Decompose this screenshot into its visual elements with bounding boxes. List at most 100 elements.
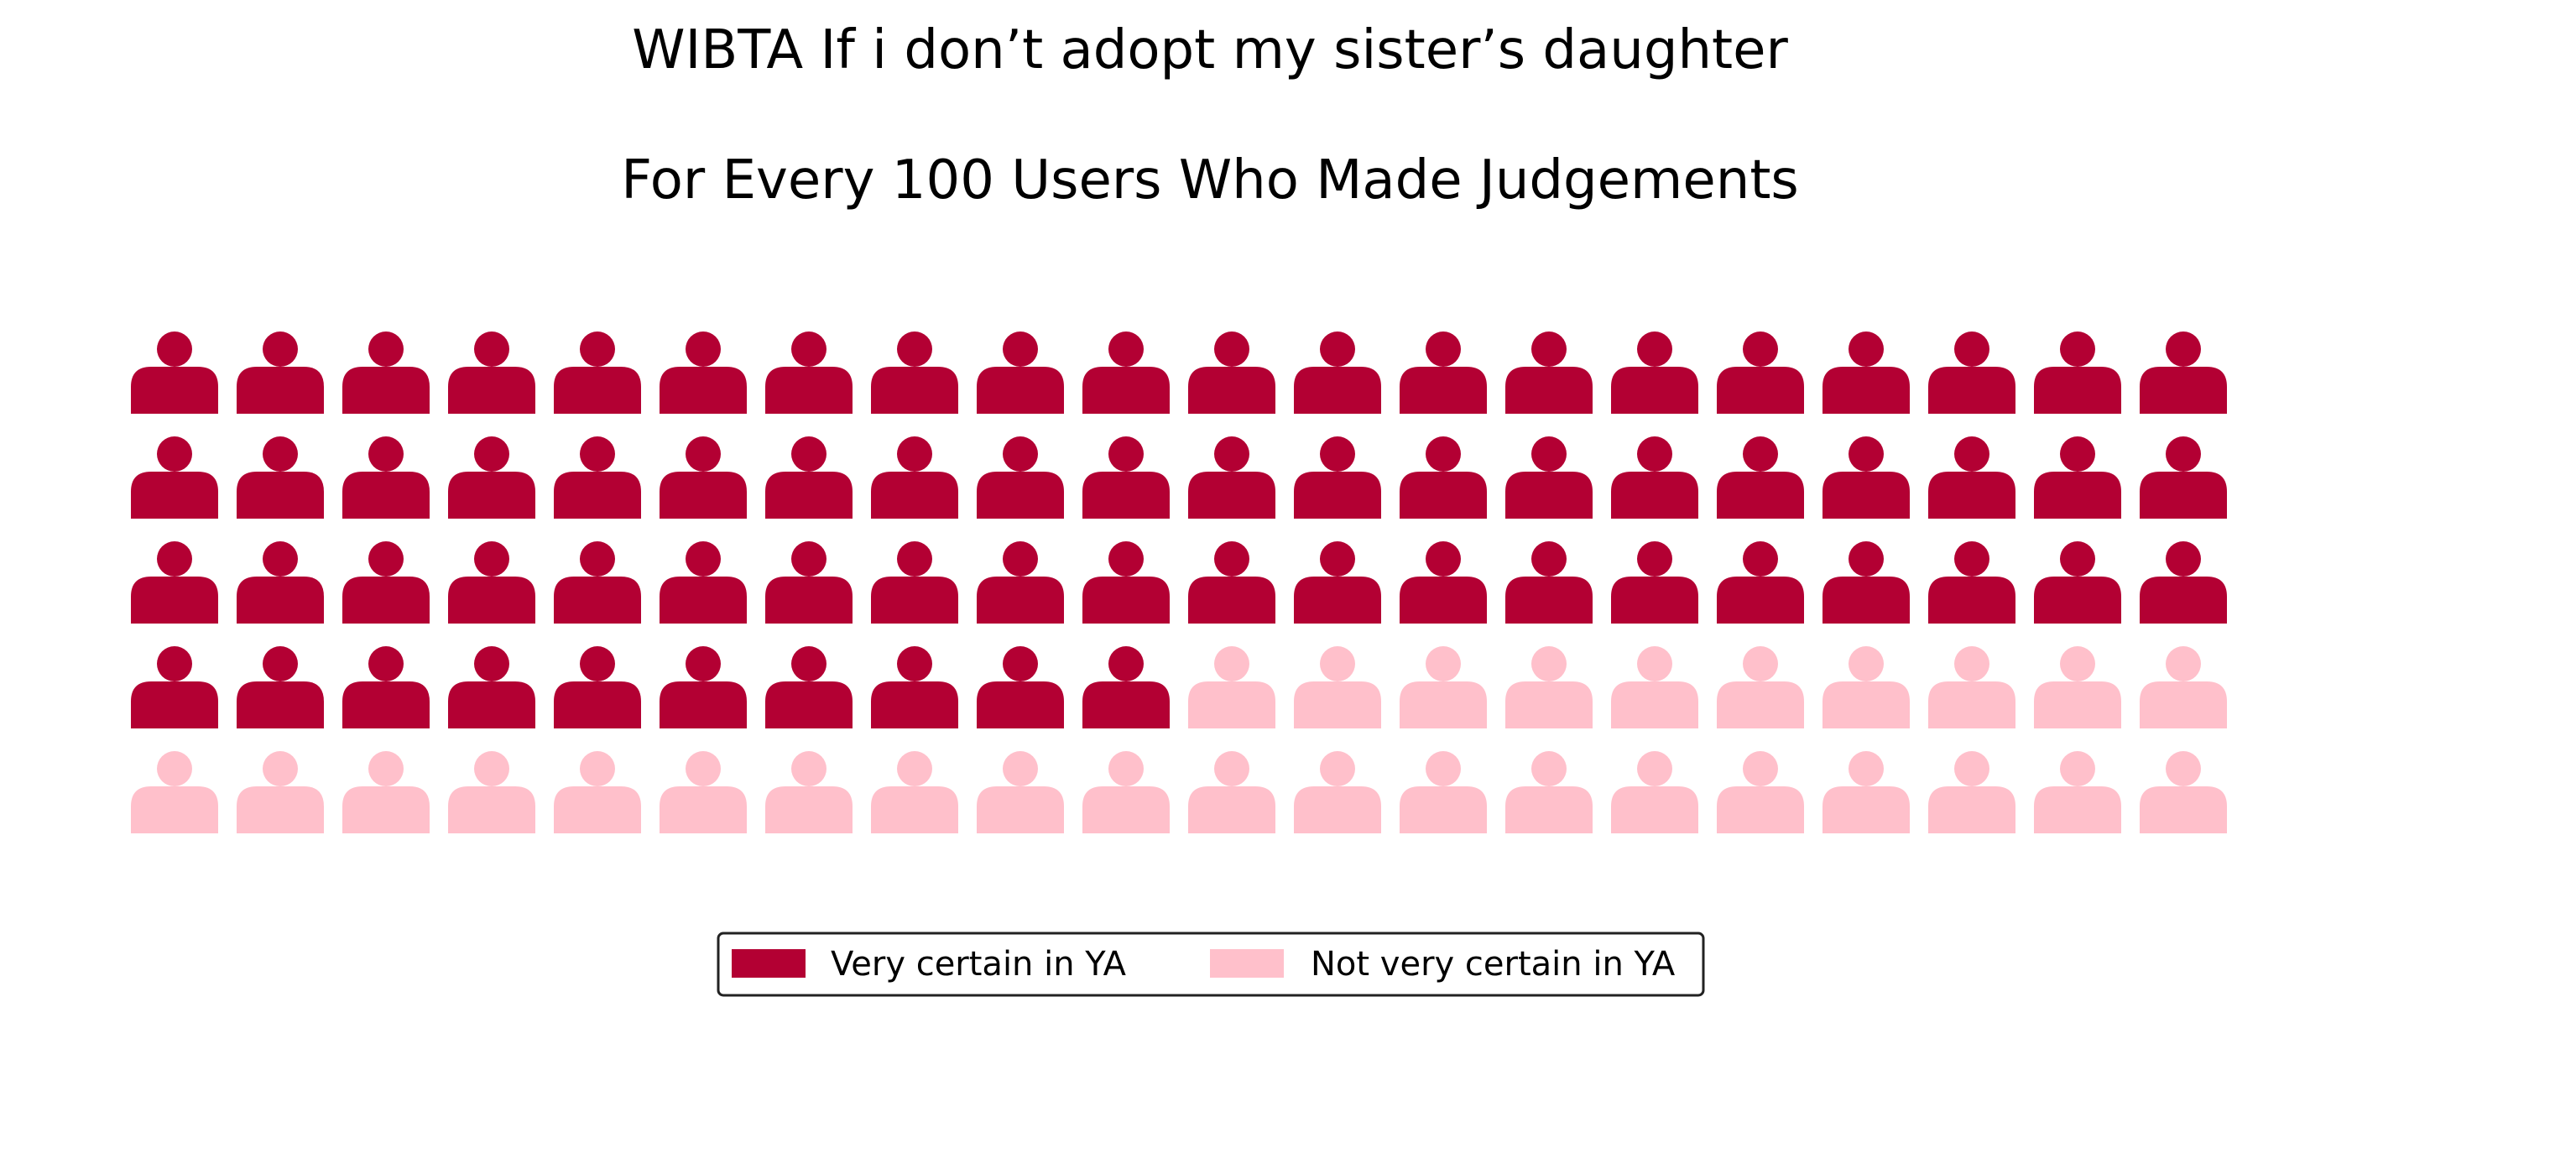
person-icon — [237, 751, 324, 833]
person-icon — [1294, 436, 1381, 519]
chart-subtitle: For Every 100 Users Who Made Judgements — [621, 149, 1799, 211]
person-icon — [342, 331, 430, 414]
person-icon — [2034, 541, 2121, 624]
person-icon — [1717, 541, 1804, 624]
person-icon — [131, 436, 218, 519]
person-icon — [660, 436, 747, 519]
person-icon — [237, 646, 324, 728]
person-icon — [660, 646, 747, 728]
person-icon — [448, 436, 535, 519]
person-icon — [1505, 646, 1593, 728]
person-icon — [871, 646, 958, 728]
person-icon — [1717, 751, 1804, 833]
person-icon — [1611, 331, 1698, 414]
person-icon — [342, 436, 430, 519]
person-icon — [1928, 331, 2015, 414]
person-icon — [1400, 541, 1487, 624]
person-icon — [871, 751, 958, 833]
person-icon — [1928, 751, 2015, 833]
person-icon — [2140, 541, 2227, 624]
person-icon — [1717, 646, 1804, 728]
person-icon — [1717, 331, 1804, 414]
person-icon — [1822, 436, 1910, 519]
person-icon — [2140, 751, 2227, 833]
person-icon — [554, 331, 641, 414]
person-icon — [1082, 436, 1170, 519]
person-icon — [1400, 646, 1487, 728]
person-icon — [448, 751, 535, 833]
person-icon — [660, 331, 747, 414]
person-icon — [554, 541, 641, 624]
person-icon — [1082, 331, 1170, 414]
person-icon — [765, 751, 853, 833]
person-icon — [1505, 541, 1593, 624]
person-icon — [1928, 646, 2015, 728]
person-icon — [765, 331, 853, 414]
person-icon — [1822, 751, 1910, 833]
person-icon — [448, 646, 535, 728]
person-icon — [977, 331, 1064, 414]
legend: Very certain in YA Not very certain in Y… — [717, 932, 1705, 997]
person-icon — [2140, 436, 2227, 519]
person-icon — [977, 646, 1064, 728]
person-icon — [237, 541, 324, 624]
person-icon — [2034, 331, 2121, 414]
person-icon — [1611, 751, 1698, 833]
person-icon — [131, 751, 218, 833]
person-icon — [1082, 751, 1170, 833]
person-icon — [554, 751, 641, 833]
chart-title: WIBTA If i don’t adopt my sister’s daugh… — [632, 19, 1788, 81]
legend-swatch-not-very-certain — [1210, 949, 1284, 978]
person-icon — [977, 541, 1064, 624]
person-icon — [1188, 751, 1275, 833]
person-icon — [1294, 541, 1381, 624]
person-icon — [1928, 436, 2015, 519]
person-icon — [342, 541, 430, 624]
person-icon — [871, 436, 958, 519]
person-icon — [1505, 331, 1593, 414]
person-icon — [1082, 646, 1170, 728]
person-icon — [1400, 331, 1487, 414]
person-icon — [554, 646, 641, 728]
person-icon — [2034, 751, 2121, 833]
person-icon — [342, 646, 430, 728]
person-icon — [1505, 751, 1593, 833]
person-icon — [1400, 751, 1487, 833]
legend-swatch-very-certain — [732, 949, 806, 978]
person-icon — [131, 541, 218, 624]
person-icon — [1611, 541, 1698, 624]
person-icon — [1717, 436, 1804, 519]
person-icon — [1188, 436, 1275, 519]
person-icon — [1188, 331, 1275, 414]
person-icon — [2034, 436, 2121, 519]
person-icon — [2140, 646, 2227, 728]
person-icon — [1294, 646, 1381, 728]
person-icon — [1822, 541, 1910, 624]
person-icon — [871, 331, 958, 414]
person-icon — [765, 436, 853, 519]
person-icon — [1188, 646, 1275, 728]
legend-label-not-very-certain: Not very certain in YA — [1311, 945, 1676, 984]
person-icon — [554, 436, 641, 519]
person-icon — [131, 331, 218, 414]
person-icon — [765, 541, 853, 624]
person-icon — [131, 646, 218, 728]
person-icon — [660, 751, 747, 833]
person-icon — [977, 751, 1064, 833]
person-icon — [1928, 541, 2015, 624]
person-icon — [1082, 541, 1170, 624]
icon-grid — [131, 331, 2227, 833]
person-icon — [342, 751, 430, 833]
legend-label-very-certain: Very certain in YA — [831, 945, 1127, 984]
person-icon — [1294, 751, 1381, 833]
person-icon — [1822, 331, 1910, 414]
person-icon — [660, 541, 747, 624]
person-icon — [1188, 541, 1275, 624]
person-icon — [765, 646, 853, 728]
person-icon — [237, 436, 324, 519]
person-icon — [2034, 646, 2121, 728]
person-icon — [977, 436, 1064, 519]
person-icon — [1505, 436, 1593, 519]
person-icon — [1822, 646, 1910, 728]
